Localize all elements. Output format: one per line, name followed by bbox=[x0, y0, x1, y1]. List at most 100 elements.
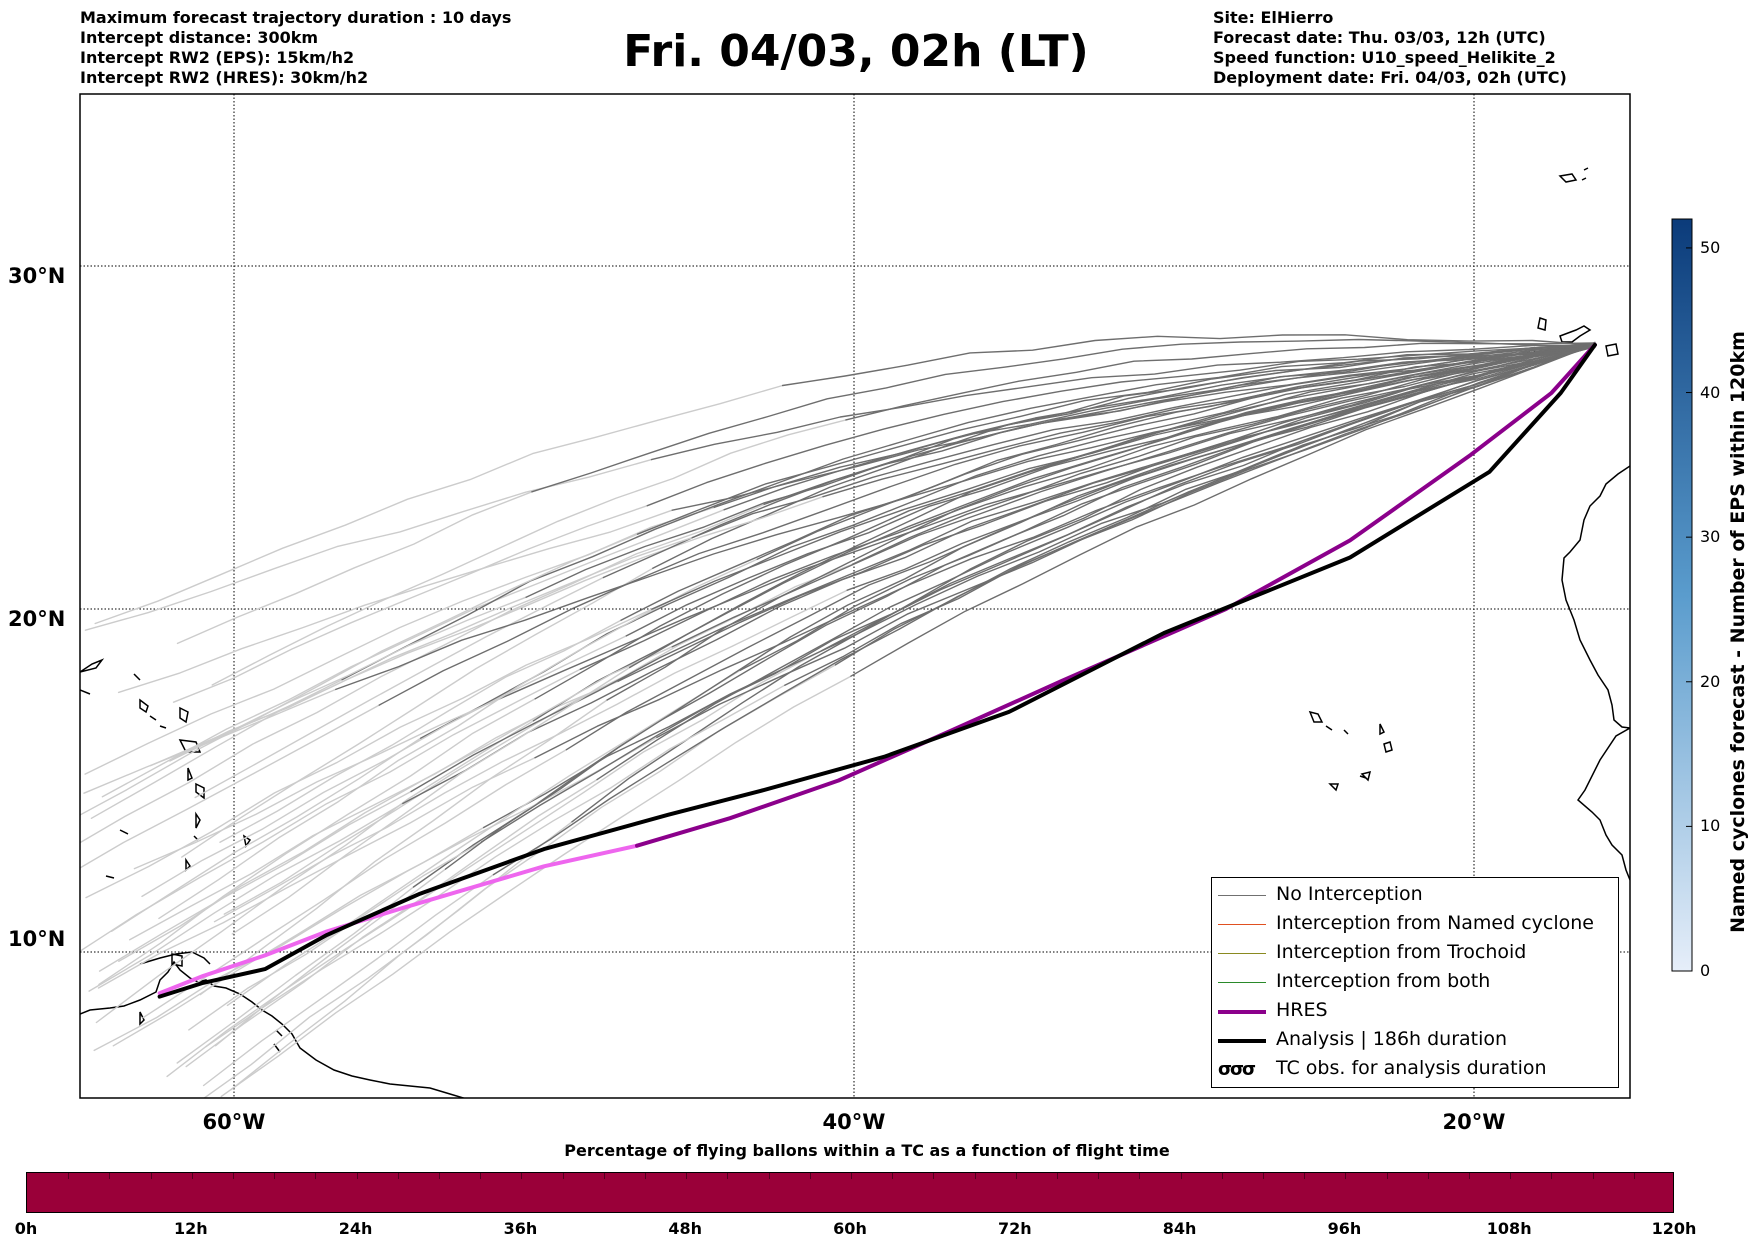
eps-trajectory bbox=[341, 345, 1596, 681]
header-right-line: Speed function: U10_speed_Helikite_2 bbox=[1213, 48, 1556, 67]
time-tick-label: 108h bbox=[1486, 1219, 1532, 1238]
legend-line-swatch bbox=[1218, 1039, 1266, 1043]
eps-trajectory-light bbox=[150, 536, 693, 767]
eps-trajectory bbox=[651, 346, 1596, 610]
eps-trajectory bbox=[444, 345, 1596, 870]
eps-trajectory-light bbox=[84, 506, 715, 775]
time-tick-label: 24h bbox=[338, 1219, 373, 1238]
time-tick-label: 12h bbox=[173, 1219, 208, 1238]
canary-island-icon bbox=[1605, 343, 1619, 357]
time-bar-tick bbox=[562, 1173, 564, 1179]
canary-island-icon bbox=[1559, 325, 1592, 343]
page-title: Fri. 04/03, 02h (LT) bbox=[623, 26, 1089, 77]
eps-trajectory-light bbox=[93, 736, 658, 1052]
eps-trajectory-light bbox=[203, 664, 837, 1098]
colorbar-tick-label: 10 bbox=[1700, 816, 1721, 836]
lon-label-40w: 40°W bbox=[822, 1110, 886, 1134]
legend-line-swatch bbox=[1218, 982, 1266, 983]
time-bar-tick bbox=[1592, 1173, 1594, 1179]
eps-trajectory-light bbox=[211, 419, 847, 686]
eps-trajectory bbox=[625, 344, 1596, 637]
eps-trajectory-light bbox=[80, 533, 639, 816]
time-bar-tick bbox=[1180, 1173, 1182, 1179]
eps-trajectory-light bbox=[98, 790, 412, 972]
time-tick-label: 60h bbox=[833, 1219, 867, 1238]
time-tick-label: 48h bbox=[668, 1219, 703, 1238]
eps-trajectory bbox=[335, 345, 1596, 691]
time-bar-tick bbox=[1510, 1173, 1512, 1179]
eps-trajectory-light bbox=[188, 841, 483, 1031]
trinidad-island-icon bbox=[171, 953, 183, 967]
time-bar-tick bbox=[933, 1173, 935, 1179]
time-bar-tick bbox=[974, 1173, 976, 1179]
map-legend: No Interception Interception from Named … bbox=[1211, 877, 1619, 1088]
eps-trajectory-light bbox=[226, 669, 741, 1007]
eps-trajectory-light bbox=[112, 826, 485, 1047]
colorbar-tick-label: 50 bbox=[1700, 237, 1721, 257]
eps-trajectory-light bbox=[185, 778, 598, 1068]
legend-label: TC obs. for analysis duration bbox=[1276, 1057, 1547, 1079]
time-bar-tick bbox=[892, 1173, 894, 1179]
colorbar-ticks bbox=[1686, 247, 1692, 972]
eps-trajectory-light bbox=[98, 698, 536, 986]
time-bar-tick bbox=[851, 1173, 852, 1179]
eps-trajectory-light bbox=[176, 491, 533, 645]
eps-trajectory bbox=[691, 345, 1596, 539]
eps-trajectory-light bbox=[80, 668, 581, 952]
header-left-line: Intercept RW2 (EPS): 15km/h2 bbox=[80, 48, 355, 67]
eps-trajectory-light bbox=[181, 567, 654, 858]
flight-time-bar bbox=[26, 1172, 1674, 1213]
eps-trajectory bbox=[851, 344, 1596, 565]
time-bar-tick bbox=[109, 1173, 111, 1179]
eps-trajectory bbox=[525, 345, 1596, 598]
eps-trajectory bbox=[850, 343, 1596, 677]
colorbar-tick-label: 20 bbox=[1700, 671, 1721, 691]
time-bar-tick bbox=[150, 1173, 152, 1179]
eps-trajectory bbox=[483, 342, 1596, 829]
header-left-info: Maximum forecast trajectory duration : 1… bbox=[80, 8, 511, 88]
time-bar-tick bbox=[1015, 1173, 1017, 1179]
eps-trajectory-light bbox=[223, 563, 854, 915]
eps-trajectory bbox=[534, 345, 1596, 759]
tc-symbol-icon: σσσ bbox=[1218, 1059, 1256, 1080]
header-left-line: Maximum forecast trajectory duration : 1… bbox=[80, 8, 512, 27]
eps-trajectory-light bbox=[117, 509, 673, 694]
eps-trajectory bbox=[650, 344, 1596, 461]
time-bar-tick bbox=[1345, 1173, 1347, 1179]
eps-trajectory bbox=[723, 343, 1596, 511]
legend-item-hres: HRES bbox=[1212, 999, 1618, 1025]
eps-trajectory-light bbox=[129, 680, 619, 941]
eps-trajectory bbox=[579, 345, 1596, 670]
header-right-line: Forecast date: Thu. 03/03, 12h (UTC) bbox=[1213, 28, 1546, 47]
time-tick-label: 36h bbox=[503, 1219, 538, 1238]
time-bar-tick bbox=[645, 1173, 646, 1179]
time-bar-tick bbox=[191, 1173, 193, 1179]
time-bar-tick bbox=[397, 1173, 399, 1179]
legend-label: Analysis | 186h duration bbox=[1276, 1028, 1508, 1050]
caribbean-island-icon bbox=[80, 658, 252, 879]
time-bar-tick bbox=[1263, 1173, 1264, 1179]
eps-trajectory bbox=[402, 344, 1596, 805]
eps-trajectory bbox=[534, 344, 1596, 700]
analysis-trajectory bbox=[157, 342, 1597, 999]
eps-trajectory-light bbox=[141, 635, 627, 898]
lat-label-30: 30°N bbox=[8, 264, 66, 288]
eps-trajectory-light bbox=[202, 873, 495, 1087]
time-bar-tick bbox=[1139, 1173, 1141, 1179]
time-bar-tick bbox=[1098, 1173, 1100, 1179]
time-bar-tick bbox=[521, 1173, 523, 1179]
time-bar-tick bbox=[356, 1173, 358, 1179]
eps-trajectory bbox=[596, 341, 1596, 781]
eps-trajectory-light bbox=[231, 666, 631, 935]
time-tick-label: 96h bbox=[1327, 1219, 1362, 1238]
eps-trajectory-light bbox=[172, 505, 648, 703]
eps-trajectory-light bbox=[169, 596, 527, 762]
header-left-line: Intercept RW2 (HRES): 30km/h2 bbox=[80, 68, 369, 87]
eps-trajectory bbox=[410, 346, 1596, 793]
eps-trajectory bbox=[671, 345, 1596, 511]
eps-trajectory bbox=[636, 343, 1596, 535]
legend-label: Interception from both bbox=[1276, 970, 1491, 992]
legend-item-analysis: Analysis | 186h duration bbox=[1212, 1028, 1618, 1054]
legend-label: No Interception bbox=[1276, 883, 1423, 905]
